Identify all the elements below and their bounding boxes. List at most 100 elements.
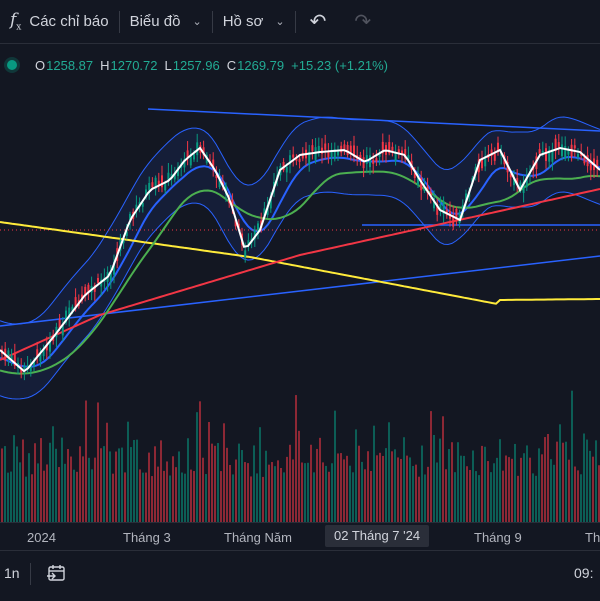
bottom-toolbar: 1n 09:: [0, 550, 600, 601]
volume-bar: [496, 457, 498, 522]
volume-bar: [379, 452, 381, 522]
candle-body: [74, 297, 77, 309]
candle-body: [177, 166, 179, 176]
clock-time: 09:: [574, 565, 594, 581]
candle-body: [71, 306, 74, 312]
volume-bar: [196, 412, 198, 522]
candle-body: [161, 175, 163, 188]
volume-bar: [544, 437, 546, 522]
volume-bar: [166, 461, 168, 522]
time-tick: Tháng 3: [123, 530, 171, 545]
volume-bar: [334, 410, 336, 522]
function-icon: fx: [10, 10, 22, 33]
volume-bar: [292, 459, 294, 522]
volume-bar: [10, 471, 12, 522]
volume-bar: [349, 465, 351, 522]
price-chart[interactable]: [0, 80, 600, 522]
chart-type-label: Biểu đồ: [129, 13, 181, 30]
candle-body: [65, 310, 67, 323]
candle-body: [151, 182, 154, 188]
volume-bar: [115, 451, 117, 522]
volume-bar: [415, 464, 417, 522]
volume-bar: [394, 449, 396, 522]
profile-dropdown[interactable]: Hồ sơ ⌄: [213, 0, 295, 44]
volume-bar: [112, 473, 114, 522]
market-status-dot[interactable]: [7, 60, 17, 70]
volume-bar: [106, 422, 108, 522]
time-axis[interactable]: 2024 Tháng 3 Tháng Năm 02 Tháng 7 '24 Th…: [0, 522, 600, 551]
indicators-button[interactable]: fx Các chỉ báo: [0, 0, 119, 44]
volume-bar: [34, 443, 36, 522]
volume-bar: [325, 465, 327, 522]
redo-button[interactable]: ↷: [340, 0, 385, 44]
volume-bar: [286, 456, 288, 522]
volume-bar: [109, 451, 111, 522]
close-label: C: [226, 57, 237, 73]
candle-body: [173, 173, 176, 180]
candle-body: [61, 323, 64, 336]
candle-body: [87, 284, 90, 292]
chart-type-dropdown[interactable]: Biểu đồ ⌄: [120, 0, 212, 44]
candle-body: [378, 152, 381, 157]
time-tick: Th: [585, 530, 600, 545]
volume-bar: [223, 423, 225, 522]
volume-bar: [103, 446, 105, 522]
candle-body: [522, 181, 525, 193]
volume-bar: [559, 424, 561, 522]
volume-bar: [592, 456, 594, 522]
candle-body: [157, 180, 160, 187]
volume-bar: [241, 450, 243, 522]
volume-bar: [139, 469, 141, 522]
volume-bar: [538, 448, 540, 522]
candle-body: [545, 148, 547, 161]
change-value: +15.23 (+1.21%): [291, 57, 388, 73]
volume-bar: [190, 469, 192, 522]
volume-bar: [529, 457, 531, 522]
candle-body: [401, 150, 403, 154]
volume-bar: [262, 476, 264, 522]
volume-bar: [100, 448, 102, 522]
volume-bar: [91, 469, 93, 522]
volume-bar: [484, 446, 486, 522]
volume-bar: [238, 443, 240, 522]
volume-bar: [121, 447, 123, 522]
volume-bar: [520, 457, 522, 522]
volume-bar: [235, 459, 237, 522]
bollinger-basis-line: [0, 155, 600, 368]
volume-bar: [268, 464, 270, 522]
volume-bar: [145, 472, 147, 522]
volume-bar: [463, 455, 465, 522]
candle-body: [548, 150, 551, 162]
volume-bar: [28, 453, 30, 522]
volume-bar: [55, 448, 57, 522]
volume-bar: [409, 457, 411, 522]
volume-bar: [124, 472, 126, 522]
volume-bar: [193, 471, 195, 522]
candle-body: [145, 189, 147, 198]
candle-body: [397, 149, 400, 154]
volume-bar: [67, 449, 69, 522]
volume-bar: [97, 402, 99, 522]
candle-body: [561, 144, 563, 157]
calendar-goto-icon[interactable]: [46, 562, 68, 584]
volume-bar: [373, 425, 375, 522]
candle-body: [327, 150, 330, 158]
range-1n-button[interactable]: 1n: [4, 565, 20, 581]
volume-bar: [277, 460, 279, 522]
candle-body: [167, 172, 170, 182]
candle-body: [308, 152, 311, 165]
candle-body: [436, 203, 439, 215]
volume-bar: [505, 455, 507, 522]
volume-bar: [163, 470, 165, 522]
indicators-label: Các chỉ báo: [29, 13, 109, 30]
candle-body: [349, 145, 352, 155]
undo-button[interactable]: ↶: [296, 0, 341, 44]
upper-channel-trendline[interactable]: [147, 108, 600, 132]
candle-body: [413, 173, 416, 178]
candle-body: [420, 177, 423, 191]
candle-body: [257, 223, 259, 234]
candle-body: [394, 152, 397, 161]
toolbar-divider: [211, 10, 213, 33]
volume-bar: [256, 473, 258, 522]
volume-bar: [301, 462, 303, 522]
